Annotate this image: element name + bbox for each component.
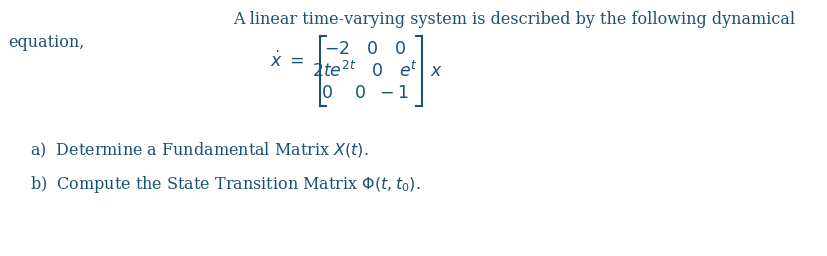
Text: $2te^{2t}\quad 0\quad e^{t}$: $2te^{2t}\quad 0\quad e^{t}$ [312, 61, 418, 81]
Text: b)  Compute the State Transition Matrix $\Phi(t, t_0)$.: b) Compute the State Transition Matrix $… [30, 174, 420, 195]
Text: $0\quad\ 0\;\ -1$: $0\quad\ 0\;\ -1$ [321, 84, 409, 101]
Text: a)  Determine a Fundamental Matrix $X(t)$.: a) Determine a Fundamental Matrix $X(t)$… [30, 141, 368, 160]
Text: A linear time-varying system is described by the following dynamical: A linear time-varying system is describe… [232, 11, 794, 28]
Text: equation,: equation, [8, 34, 84, 51]
Text: $\dot{x}\ =$: $\dot{x}\ =$ [270, 51, 304, 71]
Text: $x$: $x$ [429, 62, 442, 80]
Text: $-2\quad 0\quad 0$: $-2\quad 0\quad 0$ [323, 40, 406, 58]
